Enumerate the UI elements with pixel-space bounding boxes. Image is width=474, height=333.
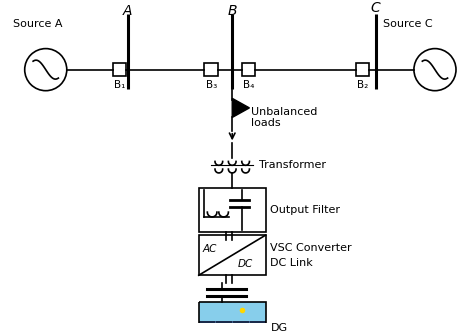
Text: B: B	[228, 4, 237, 18]
Bar	[199, 188, 266, 232]
Text: Source C: Source C	[383, 19, 433, 29]
Bar	[356, 63, 369, 76]
Text: DG: DG	[271, 323, 288, 333]
Text: B₃: B₃	[206, 80, 217, 90]
Text: AC: AC	[202, 244, 217, 254]
Text: Unbalanced
loads: Unbalanced loads	[251, 107, 318, 128]
Bar	[199, 302, 266, 321]
Bar	[113, 63, 126, 76]
Bar	[199, 235, 266, 275]
Bar	[242, 63, 255, 76]
Text: Transformer: Transformer	[259, 160, 326, 170]
Bar	[204, 63, 218, 76]
Text: Output Filter: Output Filter	[271, 205, 340, 215]
Text: B₄: B₄	[243, 80, 254, 90]
Text: DC Link: DC Link	[271, 258, 313, 268]
Text: VSC Converter: VSC Converter	[271, 243, 352, 253]
Text: A: A	[123, 4, 133, 18]
Text: B₁: B₁	[114, 80, 125, 90]
Text: C: C	[371, 1, 381, 15]
Text: Source A: Source A	[13, 19, 63, 29]
Polygon shape	[232, 98, 249, 118]
Text: B₂: B₂	[356, 80, 368, 90]
Bar	[199, 302, 266, 333]
Bar	[199, 321, 266, 333]
Text: DC: DC	[238, 259, 253, 269]
